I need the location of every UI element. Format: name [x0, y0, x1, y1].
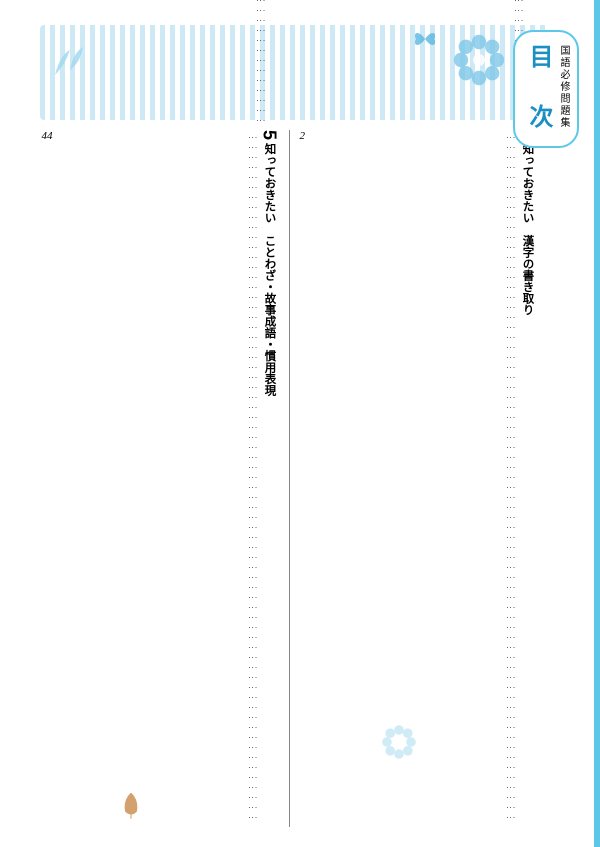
- chapter-title: 知っておきたい 漢字の書き取り: [522, 143, 534, 316]
- toc-column-right: 1知っておきたい 漢字の書き取り⋮⋮⋮⋮⋮⋮⋮⋮⋮⋮⋮⋮⋮⋮⋮⋮⋮⋮⋮⋮⋮⋮⋮⋮…: [290, 130, 539, 827]
- toc-chapter: 1知っておきたい 漢字の書き取り⋮⋮⋮⋮⋮⋮⋮⋮⋮⋮⋮⋮⋮⋮⋮⋮⋮⋮⋮⋮⋮⋮⋮⋮…: [300, 130, 538, 827]
- dot-leader: ⋮⋮⋮⋮⋮⋮⋮⋮⋮⋮⋮⋮⋮⋮⋮⋮⋮⋮⋮⋮⋮⋮⋮⋮⋮⋮⋮⋮⋮⋮⋮⋮⋮⋮⋮⋮⋮⋮⋮⋮…: [53, 133, 258, 824]
- chapter-title: 知っておきたい ことわざ・故事成語・慣用表現: [264, 143, 276, 396]
- toc-column-left: 5 知っておきたい ことわざ・故事成語・慣用表現 ⋮⋮⋮⋮⋮⋮⋮⋮⋮⋮⋮⋮⋮⋮⋮⋮⋮…: [40, 130, 290, 827]
- page-number: 2: [300, 130, 306, 827]
- dot-leader: ⋮⋮⋮⋮⋮⋮⋮⋮⋮⋮⋮⋮⋮⋮⋮⋮⋮⋮⋮⋮⋮⋮⋮⋮⋮⋮⋮⋮⋮⋮⋮⋮⋮⋮⋮⋮⋮⋮⋮⋮…: [53, 0, 266, 127]
- page-number: 12: [300, 0, 311, 130]
- toc-chapter: 5 知っておきたい ことわざ・故事成語・慣用表現 ⋮⋮⋮⋮⋮⋮⋮⋮⋮⋮⋮⋮⋮⋮⋮⋮⋮…: [42, 130, 280, 827]
- dot-leader: ⋮⋮⋮⋮⋮⋮⋮⋮⋮⋮⋮⋮⋮⋮⋮⋮⋮⋮⋮⋮⋮⋮⋮⋮⋮⋮⋮⋮⋮⋮⋮⋮⋮⋮⋮⋮⋮⋮⋮⋮…: [311, 0, 524, 127]
- toc-sub-entry: 1試験によく出る書き取り⋮⋮⋮⋮⋮⋮⋮⋮⋮⋮⋮⋮⋮⋮⋮⋮⋮⋮⋮⋮⋮⋮⋮⋮⋮⋮⋮⋮…: [300, 0, 538, 130]
- book-subtitle: 国語必修問題集: [556, 44, 571, 130]
- toc-content: 1知っておきたい 漢字の書き取り⋮⋮⋮⋮⋮⋮⋮⋮⋮⋮⋮⋮⋮⋮⋮⋮⋮⋮⋮⋮⋮⋮⋮⋮…: [40, 130, 539, 827]
- toc-sub-entry: 1基本的なことわざ⋮⋮⋮⋮⋮⋮⋮⋮⋮⋮⋮⋮⋮⋮⋮⋮⋮⋮⋮⋮⋮⋮⋮⋮⋮⋮⋮⋮⋮⋮⋮…: [42, 0, 280, 130]
- title-tab: 国語必修問題集 目 次: [513, 30, 579, 148]
- dot-leader: ⋮⋮⋮⋮⋮⋮⋮⋮⋮⋮⋮⋮⋮⋮⋮⋮⋮⋮⋮⋮⋮⋮⋮⋮⋮⋮⋮⋮⋮⋮⋮⋮⋮⋮⋮⋮⋮⋮⋮⋮…: [305, 133, 516, 824]
- page-number: 44: [42, 130, 53, 827]
- page-number: 48: [42, 0, 53, 130]
- chapter-number: 5: [260, 130, 280, 140]
- toc-title: 目 次: [521, 44, 556, 134]
